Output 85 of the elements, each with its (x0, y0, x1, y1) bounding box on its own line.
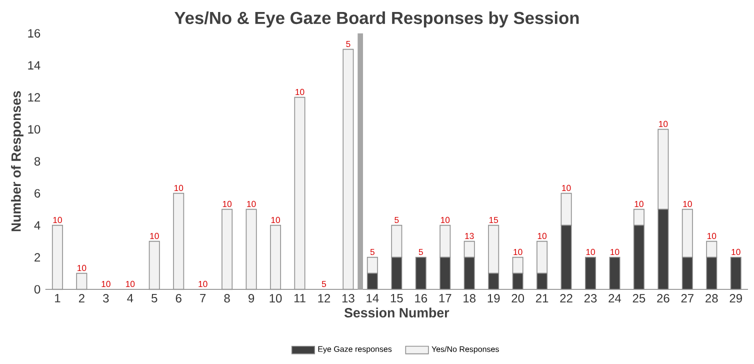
x-tick-label: 23 (584, 294, 597, 303)
annotation: 10 (271, 216, 280, 224)
annotation: 10 (683, 200, 692, 208)
y-tick-label: 6 (34, 189, 40, 198)
annotation: 5 (370, 249, 374, 256)
x-tick-label: 4 (127, 294, 134, 302)
x-tick-label: 24 (608, 294, 622, 302)
x-tick-label: 28 (706, 294, 718, 303)
x-tick-label: 7 (200, 294, 206, 302)
annotation: 10 (538, 232, 547, 240)
x-tick-label: 18 (464, 294, 476, 303)
bar (246, 208, 257, 290)
annotation: 10 (586, 248, 595, 256)
x-tick-label: 21 (536, 294, 548, 302)
x-tick-label: 14 (366, 294, 379, 302)
annotation: 10 (102, 280, 110, 288)
x-tick-label: 13 (342, 294, 354, 303)
y-tick-label: 10 (28, 125, 40, 134)
annotation: 10 (610, 248, 620, 256)
annotation: 10 (562, 184, 571, 192)
bar (294, 96, 306, 290)
annotation: 10 (78, 264, 86, 272)
annotation: 10 (150, 232, 159, 240)
x-tick-label: 8 (224, 294, 230, 303)
y-axis-title: Number of Responses (11, 91, 24, 232)
annotation: 10 (174, 184, 184, 192)
x-tick-label: 6 (176, 294, 182, 303)
annotation: 10 (53, 216, 62, 224)
x-tick-label: 27 (681, 294, 694, 302)
x-tick-label: 26 (657, 294, 670, 303)
x-tick-label: 10 (270, 294, 282, 303)
x-tick-label: 15 (390, 294, 403, 302)
annotation: 10 (659, 120, 668, 128)
x-tick-label: 9 (248, 294, 254, 303)
annotation: 13 (465, 232, 474, 240)
annotation: 10 (732, 248, 740, 256)
x-tick-label: 25 (632, 294, 646, 303)
annotation: 10 (247, 200, 256, 208)
bar (730, 256, 742, 290)
x-tick-label: 2 (78, 294, 84, 302)
annotation: 10 (198, 280, 208, 288)
bar (609, 256, 620, 290)
bar (342, 48, 354, 290)
x-tick-label: 17 (439, 294, 452, 302)
legend-label: Yes/No Responses (432, 346, 499, 354)
chart-title: Yes/No & Eye Gaze Board Responses by Session (174, 11, 579, 28)
annotation: 5 (322, 281, 326, 288)
bar (415, 256, 426, 290)
annotation: 10 (634, 200, 644, 208)
annotation: 10 (707, 232, 716, 240)
x-tick-label: 12 (318, 294, 330, 302)
bar (222, 208, 233, 290)
legend-label: Eye Gaze responses (318, 346, 392, 354)
annotation: 5 (418, 249, 423, 256)
bar (270, 224, 282, 290)
x-tick-label: 20 (512, 294, 524, 303)
annotation: 15 (489, 217, 498, 224)
annotation: 10 (296, 88, 304, 96)
annotation: 10 (222, 200, 232, 208)
annotation: 5 (346, 41, 350, 48)
x-tick-label: 29 (730, 294, 742, 303)
x-tick-label: 3 (103, 294, 109, 303)
bar (148, 240, 160, 290)
bar (76, 272, 88, 290)
annotation: 10 (440, 216, 450, 224)
y-tick-label: 8 (34, 157, 40, 166)
x-tick-label: 19 (488, 294, 500, 303)
bar (585, 256, 596, 290)
x-tick-label: 11 (294, 294, 306, 302)
x-tick-label: 1 (55, 294, 60, 302)
y-tick-label: 12 (28, 93, 40, 102)
annotation: 5 (394, 217, 399, 224)
x-tick-label: 5 (152, 294, 158, 302)
y-tick-label: 2 (34, 253, 40, 262)
bar (173, 192, 184, 290)
annotation: 10 (514, 248, 522, 256)
y-tick-label: 14 (28, 61, 40, 70)
bar (52, 224, 63, 290)
x-tick-label: 22 (560, 294, 572, 302)
annotation: 10 (126, 280, 135, 288)
x-tick-label: 16 (415, 294, 428, 303)
y-tick-label: 0 (34, 285, 40, 294)
y-tick-label: 4 (34, 221, 40, 230)
x-axis-title: Session Number (344, 308, 450, 318)
y-tick-label: 16 (28, 29, 40, 38)
